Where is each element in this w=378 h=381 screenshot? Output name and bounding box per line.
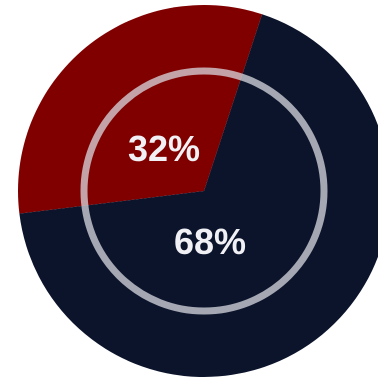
slice-label-1: 32% — [128, 128, 200, 169]
slice-label-2: 68% — [174, 221, 246, 262]
pie-slice-1 — [17, 4, 263, 214]
inner-ring — [80, 67, 328, 315]
